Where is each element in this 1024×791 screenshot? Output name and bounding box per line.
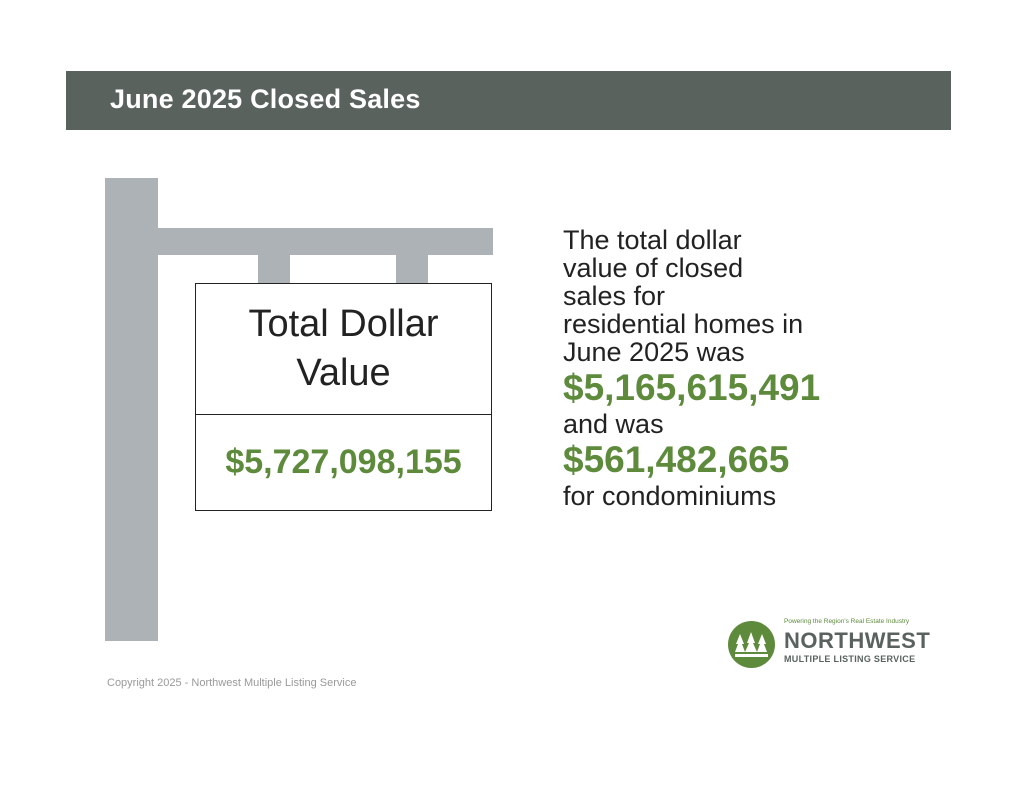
sign-hanger-right [396, 255, 428, 284]
sign-label: Total Dollar Value [229, 300, 459, 398]
summary-line: residential homes in [563, 309, 804, 339]
sign-hanger-left [258, 255, 290, 284]
page-title: June 2025 Closed Sales [110, 84, 421, 114]
residential-amount: $5,165,615,491 [563, 367, 821, 408]
summary-text: The total dollar value of closed sales f… [563, 226, 863, 510]
trees-logo-icon [728, 621, 775, 668]
summary-closing: for condominiums [563, 481, 777, 511]
sign-label-line2: Value [296, 352, 391, 394]
copyright-footer: Copyright 2025 - Northwest Multiple List… [107, 677, 357, 689]
sign-post-arm [105, 228, 493, 255]
summary-line: sales for [563, 281, 666, 311]
total-dollar-value: $5,727,098,155 [225, 443, 462, 481]
sign-board: Total Dollar Value $5,727,098,155 [195, 283, 492, 511]
nwmls-logo: Powering the Region's Real Estate Indust… [728, 617, 938, 669]
sign-value-panel: $5,727,098,155 [196, 415, 491, 510]
logo-name: NORTHWEST [784, 628, 931, 653]
summary-line: value of closed [563, 253, 744, 283]
summary-connector: and was [563, 409, 664, 439]
sign-post [105, 178, 158, 641]
summary-line: June 2025 was [563, 337, 745, 367]
sign-label-panel: Total Dollar Value [196, 284, 491, 415]
condo-amount: $561,482,665 [563, 439, 790, 480]
sign-label-line1: Total Dollar [248, 303, 439, 345]
logo-subname: MULTIPLE LISTING SERVICE [784, 654, 916, 664]
logo-tagline: Powering the Region's Real Estate Indust… [784, 618, 910, 625]
summary-line: The total dollar [563, 225, 742, 255]
header-bar: June 2025 Closed Sales [66, 71, 951, 130]
